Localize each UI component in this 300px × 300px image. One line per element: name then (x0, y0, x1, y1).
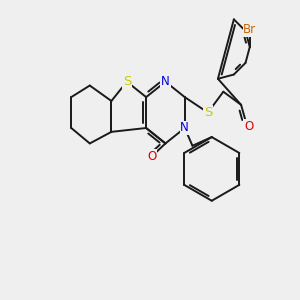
Text: O: O (244, 120, 253, 133)
Text: S: S (204, 106, 212, 119)
Text: N: N (180, 122, 189, 134)
Text: Br: Br (243, 23, 256, 37)
Text: N: N (161, 75, 170, 88)
Text: O: O (147, 150, 156, 163)
Text: S: S (123, 75, 131, 88)
